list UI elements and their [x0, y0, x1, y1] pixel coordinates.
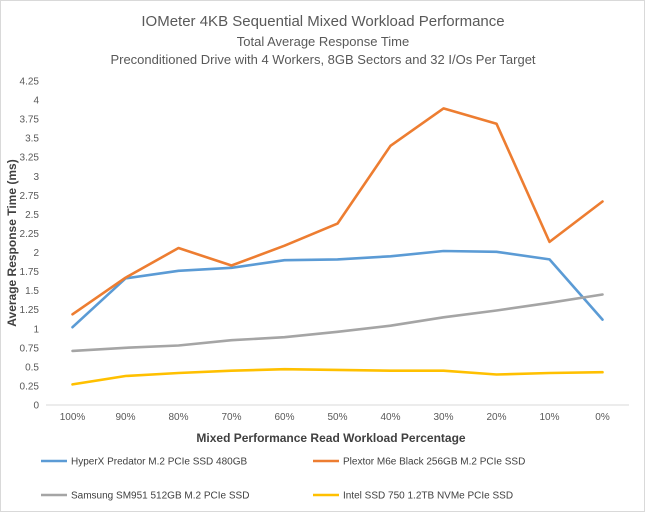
x-tick-label: 90%: [115, 412, 135, 423]
y-tick-label: 2.25: [20, 229, 40, 240]
y-tick-label: 1.25: [20, 305, 40, 316]
x-tick-label: 20%: [486, 412, 506, 423]
y-tick-label: 3: [33, 172, 39, 183]
y-axis-title: Average Response Time (ms): [5, 159, 19, 326]
x-tick-label: 70%: [221, 412, 241, 423]
y-tick-label: 0: [33, 401, 39, 412]
y-tick-label: 2.5: [25, 210, 39, 221]
series-line-3: [71, 367, 604, 386]
x-tick-label: 50%: [327, 412, 347, 423]
legend-label-2: Samsung SM951 512GB M.2 PCIe SSD: [71, 491, 249, 502]
x-axis-ticks: 100% 90% 80% 70% 60% 50% 40% 30% 20% 10% 0%: [60, 412, 610, 423]
y-axis-ticks: 0 0.25 0.5 0.75 1 1.25 1.5 1.75 2 2.25 2.5 2.75 3 3.2…: [20, 77, 40, 412]
x-axis-title: Mixed Performance Read Workload Percenta…: [196, 431, 466, 445]
y-tick-label: 1.5: [25, 286, 39, 297]
y-tick-label: 0.75: [20, 343, 40, 354]
x-tick-label: 0%: [595, 412, 610, 423]
series-line-2: [71, 293, 604, 353]
legend: HyperX Predator M.2 PCIe SSD 480GB Plexto…: [41, 457, 525, 502]
y-tick-label: 2.75: [20, 191, 40, 202]
legend-label-1: Plextor M6e Black 256GB M.2 PCIe SSD: [343, 457, 525, 468]
x-tick-label: 10%: [539, 412, 559, 423]
series-line-1: [71, 107, 604, 316]
chart-title: IOMeter 4KB Sequential Mixed Workload Pe…: [141, 13, 504, 30]
legend-label-0: HyperX Predator M.2 PCIe SSD 480GB: [71, 457, 248, 468]
series-line-0: [71, 249, 604, 329]
y-tick-label: 3.25: [20, 153, 40, 164]
y-tick-label: 4: [33, 96, 39, 107]
x-tick-label: 60%: [274, 412, 294, 423]
x-tick-label: 80%: [168, 412, 188, 423]
x-tick-label: 30%: [433, 412, 453, 423]
y-tick-label: 2: [33, 248, 39, 259]
y-tick-label: 0.5: [25, 362, 39, 373]
chart-subtitle-2: Preconditioned Drive with 4 Workers, 8GB…: [110, 52, 535, 67]
chart-subtitle: Total Average Response Time: [237, 34, 409, 49]
x-tick-label: 100%: [60, 412, 86, 423]
y-tick-label: 1.75: [20, 267, 40, 278]
y-tick-label: 0.25: [20, 381, 40, 392]
legend-label-3: Intel SSD 750 1.2TB NVMe PCIe SSD: [343, 491, 513, 502]
y-tick-label: 4.25: [20, 77, 40, 88]
x-tick-label: 40%: [380, 412, 400, 423]
y-tick-label: 1: [33, 324, 39, 335]
y-tick-label: 3.5: [25, 134, 39, 145]
y-tick-label: 3.75: [20, 115, 40, 126]
series-layer: [71, 107, 604, 386]
